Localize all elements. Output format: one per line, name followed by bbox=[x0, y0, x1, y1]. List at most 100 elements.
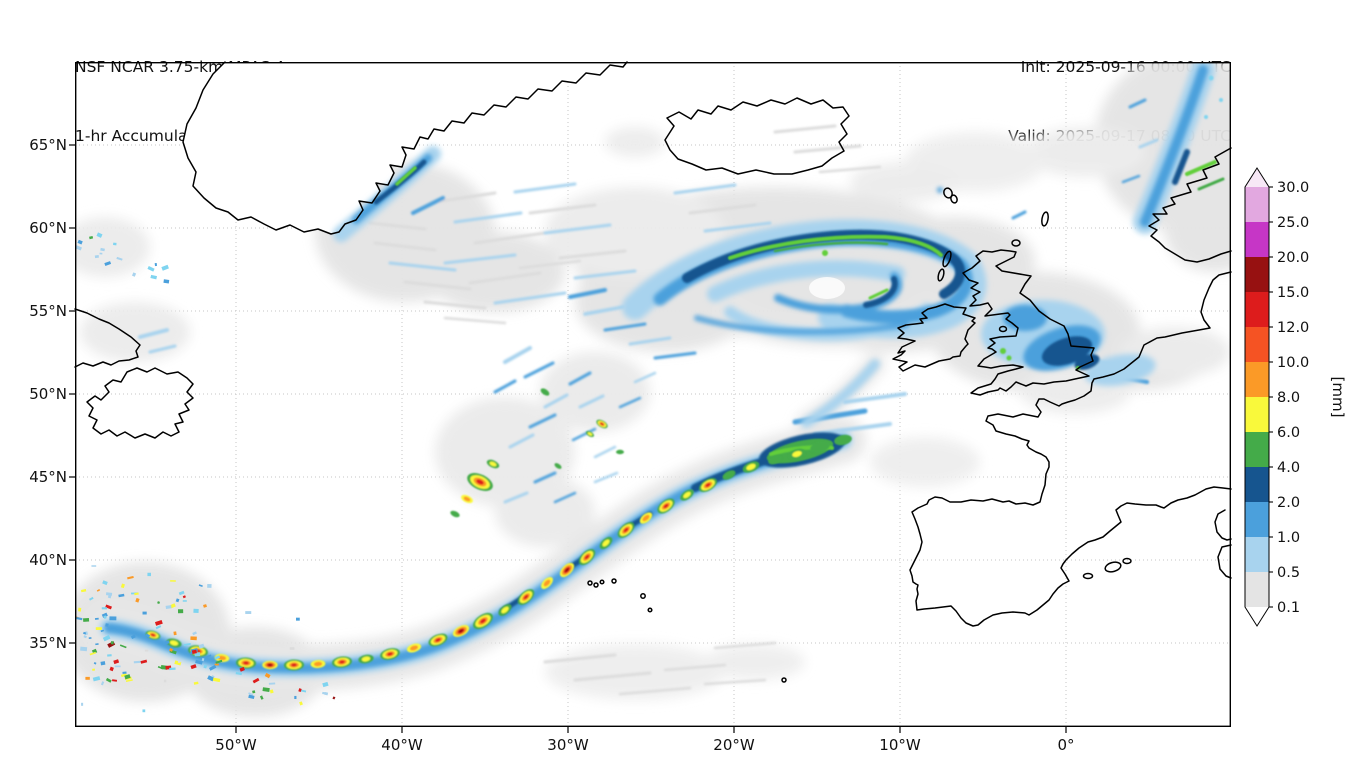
convective-speckle bbox=[295, 617, 300, 621]
colorbar-segment bbox=[1245, 187, 1269, 222]
convective-speckle bbox=[190, 664, 197, 670]
convective-speckle bbox=[89, 651, 97, 656]
colorbar-segment bbox=[1245, 502, 1269, 537]
precip-streak bbox=[368, 221, 427, 231]
convective-speckle bbox=[100, 629, 105, 633]
convective-speckle bbox=[92, 668, 95, 671]
convective-speckle bbox=[134, 592, 139, 596]
convective-speckle bbox=[214, 663, 219, 666]
convective-cell bbox=[523, 594, 529, 600]
convective-cell bbox=[268, 663, 272, 667]
colorbar: 30.0 25.0 20.0 15.0 12.0 10.0 8.0 6.0 4.0 2.0 1.0 0… bbox=[1244, 167, 1309, 627]
convective-cell bbox=[683, 491, 691, 499]
convective-speckle bbox=[203, 664, 208, 669]
convective-cell bbox=[587, 432, 593, 436]
precip-streak bbox=[618, 396, 642, 409]
convective-cell bbox=[565, 568, 569, 572]
colorbar-under-arrow bbox=[1245, 607, 1269, 626]
precip-streak bbox=[573, 269, 637, 280]
colorbar-tick-label: 6.0 bbox=[1277, 425, 1300, 441]
precip-streak bbox=[628, 336, 672, 346]
precip-streak bbox=[443, 316, 507, 325]
convective-speckle bbox=[102, 634, 111, 642]
precip-streak bbox=[148, 344, 177, 354]
precip-streak bbox=[773, 124, 837, 134]
island-ibiza bbox=[1082, 572, 1094, 580]
convective-speckle bbox=[118, 593, 125, 598]
coastline-newfoundland bbox=[86, 367, 194, 439]
convective-speckle bbox=[322, 681, 329, 688]
colorbar-over-arrow bbox=[1245, 168, 1269, 187]
cyclone-eye bbox=[809, 277, 845, 299]
island-azores-santa-maria bbox=[647, 607, 653, 613]
precip-streak bbox=[403, 280, 472, 291]
colorbar-tick-label: 0.5 bbox=[1277, 565, 1300, 581]
precip-streak bbox=[528, 203, 597, 215]
convective-cell bbox=[663, 503, 669, 509]
convective-speckle bbox=[193, 681, 199, 685]
convective-speckle bbox=[92, 676, 101, 682]
convective-speckle bbox=[85, 676, 90, 680]
convective-speckle bbox=[175, 598, 180, 603]
colorbar-segment bbox=[1245, 362, 1269, 397]
convective-cell bbox=[387, 652, 393, 656]
convective-cell bbox=[722, 470, 736, 480]
colorbar-tick-label: 25.0 bbox=[1277, 215, 1309, 231]
precip-streak bbox=[593, 445, 617, 459]
convective-cell bbox=[476, 479, 484, 485]
convective-cell bbox=[642, 514, 650, 522]
convective-cell bbox=[489, 461, 497, 467]
axis-ticks bbox=[69, 144, 1067, 733]
y-tick-label: 60°N bbox=[29, 219, 67, 237]
precip-streak bbox=[138, 328, 169, 339]
island-faroe-2 bbox=[950, 194, 958, 204]
convective-speckle bbox=[165, 605, 172, 610]
coastline-continental-europe bbox=[909, 271, 1232, 627]
convective-speckle bbox=[215, 659, 223, 664]
convective-speckle bbox=[245, 611, 252, 614]
y-tick-label: 65°N bbox=[29, 136, 67, 154]
convective-speckle bbox=[140, 659, 148, 664]
convective-speckle bbox=[114, 665, 121, 668]
precip-streak bbox=[423, 300, 487, 310]
precip-streak bbox=[1128, 98, 1147, 109]
convective-speckle bbox=[163, 679, 167, 683]
precip-streak bbox=[543, 393, 569, 409]
colorbar-tick-label: 20.0 bbox=[1277, 250, 1309, 266]
convective-cell bbox=[501, 606, 509, 614]
island-azores-sao-miguel bbox=[640, 593, 646, 599]
convective-speckle bbox=[122, 671, 127, 675]
convective-speckle bbox=[248, 694, 255, 700]
precip-streak bbox=[713, 641, 777, 650]
island-menorca bbox=[1122, 557, 1132, 565]
convective-speckle bbox=[300, 689, 307, 693]
convective-speckle bbox=[101, 612, 108, 618]
precip-streak bbox=[493, 291, 567, 305]
convective-speckle bbox=[110, 641, 114, 645]
convective-speckle bbox=[207, 584, 212, 588]
convective-speckle bbox=[182, 600, 187, 602]
convective-speckle bbox=[173, 631, 177, 636]
precip-streak bbox=[603, 322, 647, 332]
convective-cell bbox=[834, 434, 852, 446]
precip-streak bbox=[388, 261, 457, 272]
convective-speckle bbox=[177, 661, 181, 663]
convective-speckle bbox=[105, 623, 109, 627]
precip-streak bbox=[703, 678, 767, 686]
precip-streak bbox=[578, 394, 605, 409]
convective-speckle bbox=[289, 647, 295, 650]
colorbar-tick-label: 15.0 bbox=[1277, 285, 1309, 301]
convective-speckle bbox=[298, 688, 302, 693]
precip-streak bbox=[568, 288, 607, 299]
greenland-landmask bbox=[183, 62, 627, 234]
precip-streak bbox=[518, 259, 582, 270]
convective-cell bbox=[150, 633, 156, 637]
island-isle-of-man bbox=[998, 325, 1008, 333]
precip-streak bbox=[468, 271, 542, 285]
convective-speckle bbox=[130, 634, 136, 640]
precip-streak bbox=[633, 371, 657, 384]
island-faroe-1 bbox=[943, 187, 953, 199]
convective-speckle bbox=[83, 618, 90, 622]
precip-streak bbox=[573, 671, 652, 682]
